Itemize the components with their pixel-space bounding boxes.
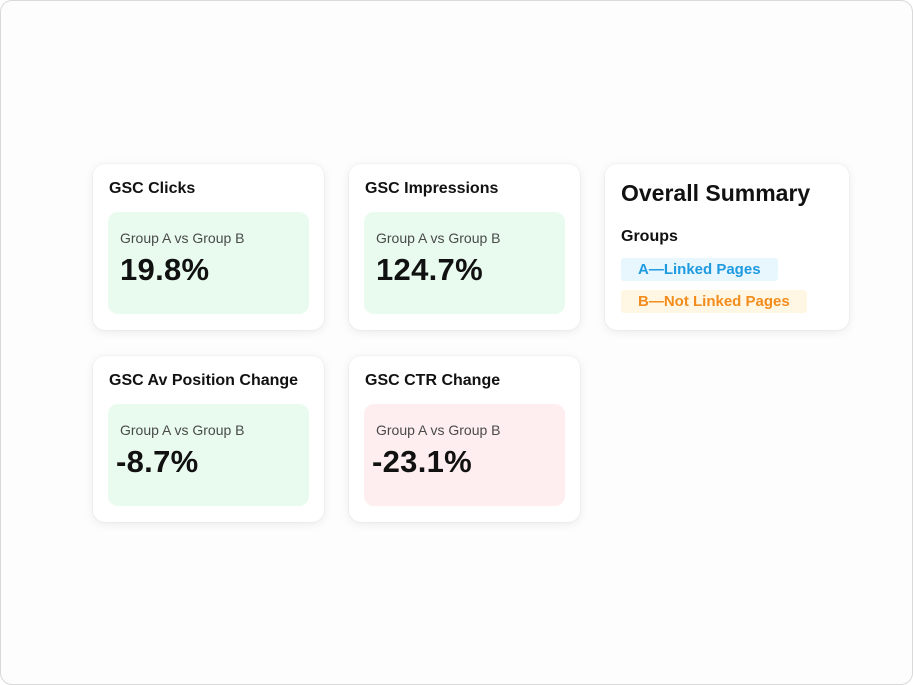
- card-title: GSC Impressions: [365, 180, 499, 197]
- metric-label: Group A vs Group B: [120, 422, 245, 438]
- metric-label: Group A vs Group B: [376, 422, 501, 438]
- metric-value: 124.7%: [376, 252, 483, 287]
- metric-card-gsc-clicks: GSC Clicks Group A vs Group B 19.8%: [93, 164, 324, 330]
- card-title: GSC Clicks: [109, 180, 196, 197]
- metric-box: Group A vs Group B -8.7%: [108, 404, 309, 506]
- metric-card-gsc-av-position-change: GSC Av Position Change Group A vs Group …: [93, 356, 324, 522]
- card-title: GSC CTR Change: [365, 372, 501, 389]
- metric-label: Group A vs Group B: [120, 230, 245, 246]
- metric-box: Group A vs Group B -23.1%: [364, 404, 565, 506]
- metric-box: Group A vs Group B 19.8%: [108, 212, 309, 314]
- metric-value: -23.1%: [372, 444, 473, 479]
- group-tag-a: A—Linked Pages: [621, 258, 778, 281]
- group-tag-b: B—Not Linked Pages: [621, 290, 807, 313]
- metric-label: Group A vs Group B: [376, 230, 501, 246]
- metric-card-gsc-ctr-change: GSC CTR Change Group A vs Group B -23.1%: [349, 356, 580, 522]
- metric-card-gsc-impressions: GSC Impressions Group A vs Group B 124.7…: [349, 164, 580, 330]
- metric-value: 19.8%: [120, 252, 210, 287]
- card-title: GSC Av Position Change: [109, 372, 299, 389]
- metric-box: Group A vs Group B 124.7%: [364, 212, 565, 314]
- summary-title: Overall Summary: [621, 180, 811, 206]
- groups-heading: Groups: [621, 228, 678, 245]
- overall-summary-card: Overall Summary Groups A—Linked Pages B—…: [605, 164, 849, 330]
- metric-value: -8.7%: [116, 444, 199, 479]
